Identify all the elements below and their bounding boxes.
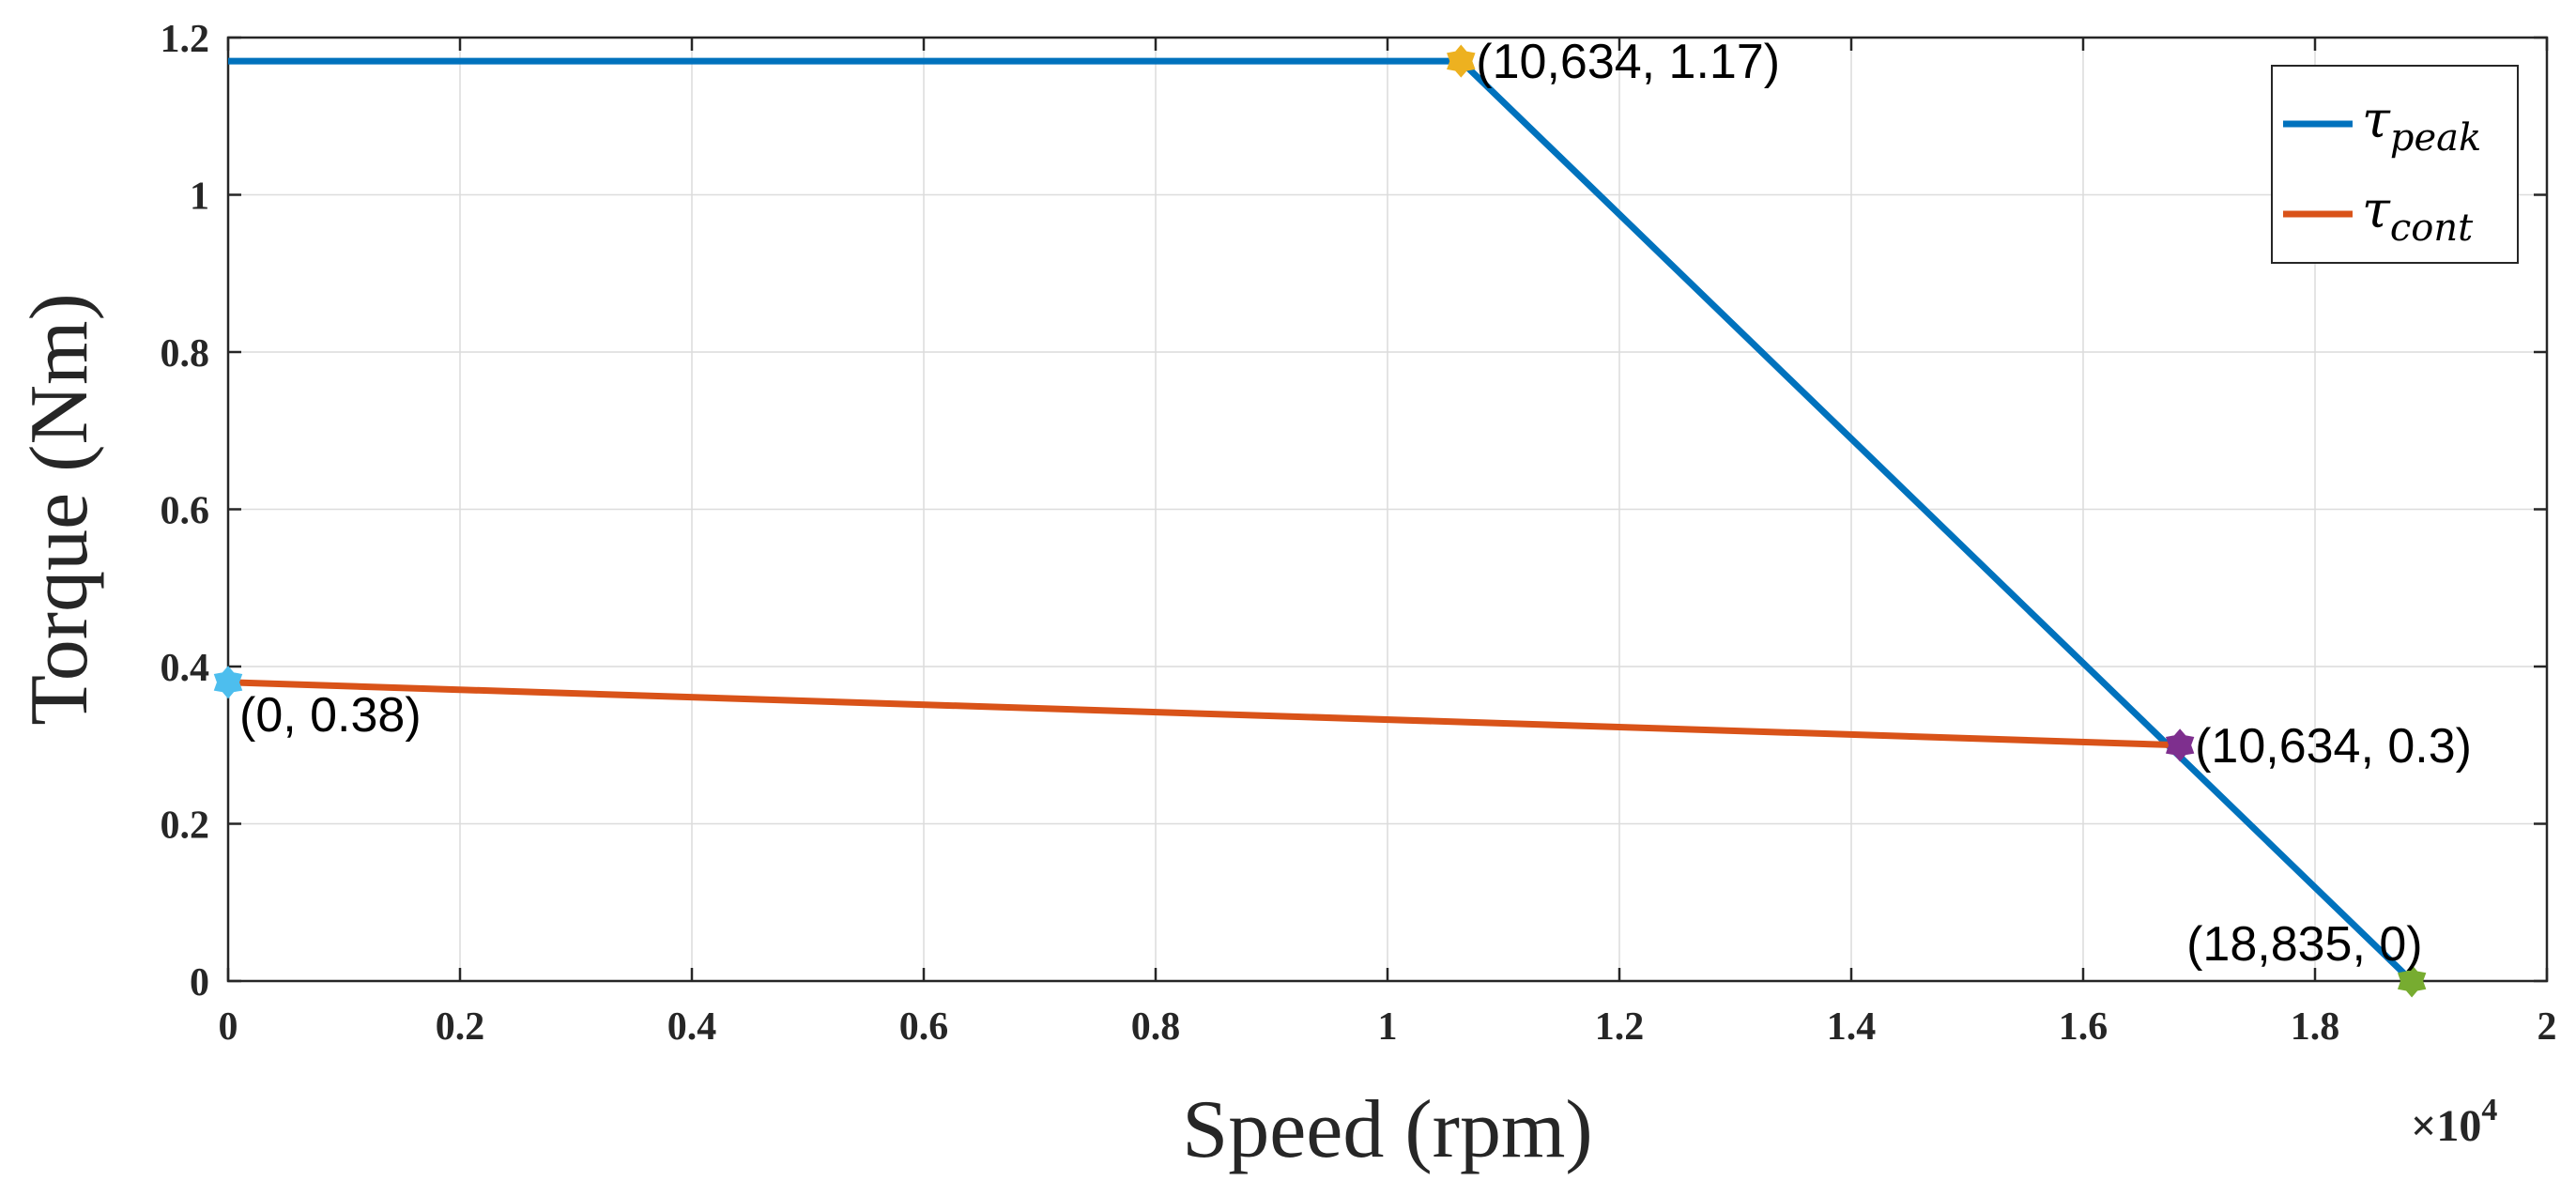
y-tick-label: 0.8: [161, 332, 210, 376]
x-tick-label: 0: [219, 1005, 238, 1049]
axis-ticks: 0 0.2 0.4 0.6 0.8 1 1.2 1.4 1.6 1.8 2 0 0.2 0.4 0.6 0.8…: [161, 18, 2557, 1049]
x-tick-label: 1.6: [2059, 1005, 2108, 1049]
legend-symbol: τ: [2362, 90, 2391, 149]
data-marker: [213, 666, 243, 699]
x-tick-label: 0.6: [899, 1005, 949, 1049]
legend-entry-cont: τcont: [2362, 180, 2474, 250]
x-tick-label: 1.8: [2291, 1005, 2340, 1049]
x-tick-label: 0.8: [1131, 1005, 1181, 1049]
y-tick-label: 0: [190, 961, 209, 1004]
x-tick-label: 0.2: [436, 1005, 485, 1049]
data-point-label: (10,634, 1.17): [1476, 35, 1780, 89]
x-axis-exponent: ×104: [2411, 1093, 2497, 1151]
x-tick-label: 1.2: [1595, 1005, 1645, 1049]
y-tick-label: 1: [190, 176, 209, 219]
x-tick-label: 0.4: [667, 1005, 717, 1049]
data-point-label: (10,634, 0.3): [2195, 719, 2472, 774]
y-tick-label: 0.4: [161, 647, 210, 690]
x-exponent-base: ×10: [2411, 1101, 2481, 1151]
x-exponent-power: 4: [2481, 1093, 2497, 1127]
y-tick-label: 0.6: [161, 490, 210, 533]
x-tick-label: 1: [1378, 1005, 1398, 1049]
data-markers: [213, 44, 2427, 998]
data-marker: [2397, 964, 2427, 998]
legend-entry-peak: τpeak: [2362, 90, 2481, 160]
data-marker: [1447, 44, 1476, 78]
data-point-label: (0, 0.38): [239, 688, 422, 743]
legend-symbol: τ: [2362, 180, 2391, 239]
y-tick-label: 1.2: [161, 18, 210, 61]
series-line-cont: [227, 679, 2181, 749]
legend-subscript: cont: [2390, 207, 2474, 250]
y-tick-label: 0.2: [161, 805, 210, 848]
x-tick-label: 1.4: [1827, 1005, 1877, 1049]
y-axis-label: Torque (Nm): [14, 293, 105, 726]
x-tick-label: 2: [2538, 1005, 2557, 1049]
legend-subscript: peak: [2390, 116, 2481, 160]
data-annotations: (10,634, 1.17) (0, 0.38) (10,634, 0.3) (18,…: [239, 35, 2472, 972]
x-axis-label: Speed (rpm): [1182, 1084, 1592, 1175]
legend-box: [2271, 65, 2519, 264]
data-point-label: (18,835, 0): [2186, 917, 2423, 972]
data-marker: [2165, 728, 2195, 762]
